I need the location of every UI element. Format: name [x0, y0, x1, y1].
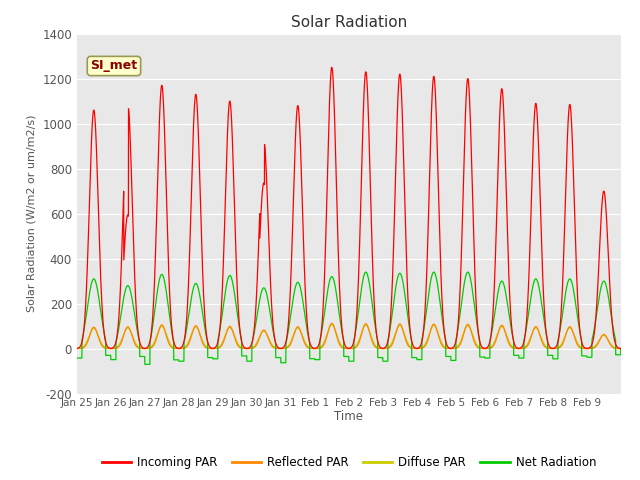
Title: Solar Radiation: Solar Radiation: [291, 15, 407, 30]
Legend: Incoming PAR, Reflected PAR, Diffuse PAR, Net Radiation: Incoming PAR, Reflected PAR, Diffuse PAR…: [97, 452, 601, 474]
Text: SI_met: SI_met: [90, 60, 138, 72]
Y-axis label: Solar Radiation (W/m2 or um/m2/s): Solar Radiation (W/m2 or um/m2/s): [27, 115, 36, 312]
X-axis label: Time: Time: [334, 410, 364, 423]
